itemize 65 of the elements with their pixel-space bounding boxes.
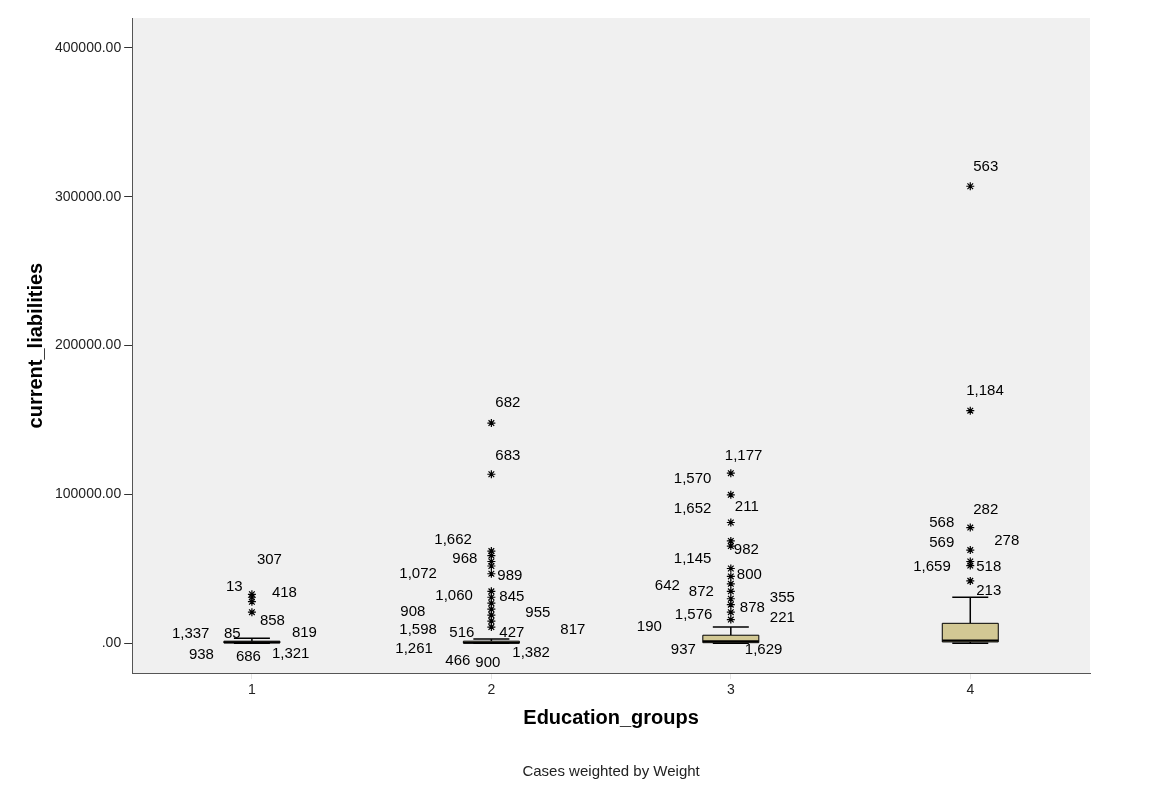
annotation: 516 [449,623,475,641]
x-tick-label: 4 [966,681,975,698]
annotation: 427 [499,623,525,641]
annotation: 1,598 [399,620,437,638]
y-tick-label: 200000.00 [54,336,122,353]
annotation: 518 [976,556,1002,574]
x-tick-label: 2 [487,681,496,698]
annotation: 938 [188,644,214,662]
y-tick-label: 300000.00 [54,187,122,204]
annotation: 190 [636,617,662,635]
annotation: 955 [525,602,551,620]
annotation: 1,576 [674,604,713,622]
annotation: 1,184 [966,381,1004,399]
annotation: 1,382 [512,642,550,660]
annotation: 819 [291,623,317,641]
annotation: 878 [739,597,765,615]
annotation: 221 [769,607,795,625]
annotation: 858 [259,611,285,629]
annotation: 937 [670,639,696,657]
x-tick-label: 1 [248,681,257,698]
annotation: 817 [560,620,586,638]
annotation: 968 [452,548,478,566]
annotation: 642 [654,576,680,594]
annotation: 1,072 [399,563,437,581]
annotation: 683 [495,445,521,463]
annotation: 900 [475,653,501,671]
annotation: 1,261 [395,638,433,656]
annotation: 1,177 [724,445,763,463]
annotation: 845 [499,587,525,605]
annotation: 1,570 [673,469,712,487]
annotation: 682 [495,392,521,410]
annotation: 1,659 [913,556,951,574]
annotation: 563 [973,156,999,174]
x-axis-title: Education_groups [523,705,699,728]
annotation: 800 [736,564,762,582]
annotation: 872 [688,582,714,600]
annotation: 989 [497,565,523,583]
annotation: 85 [223,624,241,642]
annotation: 1,629 [744,639,783,657]
y-tick-label: 400000.00 [54,38,122,55]
annotation: 355 [769,588,795,606]
annotation: 211 [734,497,759,515]
annotation: 1,662 [434,530,472,548]
y-tick-label: .00 [101,634,122,651]
annotation: 213 [976,581,1002,599]
annotation: 1,060 [435,586,473,604]
annotation: 569 [929,533,955,551]
text: Cases weighted by Weight [522,762,701,780]
annotation: 982 [733,540,759,558]
annotation: 686 [235,646,261,664]
annotation: 418 [271,583,297,601]
annotation: 908 [400,601,426,619]
annotation: 13 [225,577,243,595]
y-tick-label: 100000.00 [54,485,122,502]
y-axis-title: current_liabilities [23,262,46,429]
annotation: 282 [973,500,999,518]
annotation: 278 [994,531,1020,549]
annotation: 1,337 [171,624,210,642]
annotation: 1,321 [271,643,310,661]
annotation: 1,652 [673,499,712,517]
annotation: 307 [256,550,282,568]
annotation: 466 [445,650,471,668]
annotation: 568 [929,512,955,530]
annotation: 1,145 [673,549,712,567]
x-tick-label: 3 [726,681,735,698]
